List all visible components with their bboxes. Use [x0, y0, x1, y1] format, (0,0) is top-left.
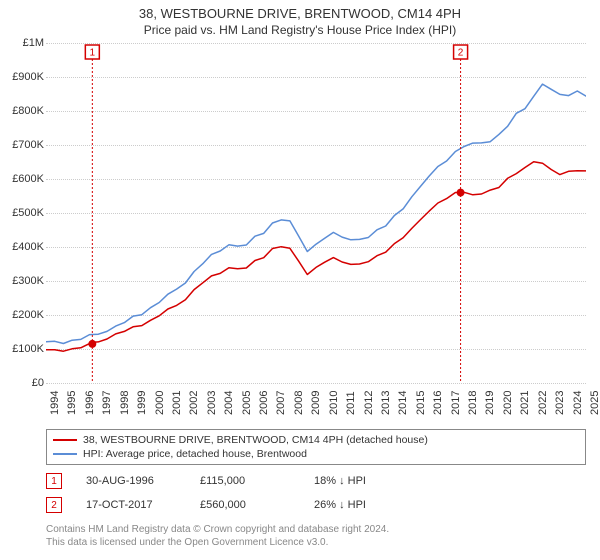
y-tick-label: £300K: [0, 275, 44, 287]
marker-price: £115,000: [200, 475, 290, 487]
x-tick-label: 2015: [415, 391, 427, 415]
chart-subtitle: Price paid vs. HM Land Registry's House …: [0, 23, 600, 37]
y-tick-label: £900K: [0, 71, 44, 83]
x-tick-label: 2017: [450, 391, 462, 415]
y-tick-label: £100K: [0, 343, 44, 355]
x-tick-label: 1994: [49, 391, 61, 415]
x-tick-label: 2021: [519, 391, 531, 415]
footer-line-2: This data is licensed under the Open Gov…: [46, 536, 586, 549]
legend-swatch: [53, 439, 77, 441]
x-tick-label: 2024: [572, 391, 584, 415]
marker-table-row: 2 17-OCT-2017 £560,000 26% ↓ HPI: [46, 493, 586, 517]
x-tick-label: 2025: [589, 391, 600, 415]
x-tick-label: 1996: [84, 391, 96, 415]
y-tick-label: £800K: [0, 105, 44, 117]
x-tick-label: 2013: [380, 391, 392, 415]
x-tick-label: 1997: [101, 391, 113, 415]
y-axis: £0£100K£200K£300K£400K£500K£600K£700K£80…: [0, 43, 46, 383]
series-line-price_paid: [46, 162, 586, 352]
plot-svg: 12: [46, 43, 586, 383]
y-tick-label: £700K: [0, 139, 44, 151]
x-tick-label: 2003: [206, 391, 218, 415]
marker-date: 30-AUG-1996: [86, 475, 176, 487]
x-tick-label: 2019: [484, 391, 496, 415]
y-tick-label: £200K: [0, 309, 44, 321]
y-tick-label: £500K: [0, 207, 44, 219]
x-tick-label: 2014: [397, 391, 409, 415]
x-tick-label: 2008: [293, 391, 305, 415]
marker-table-row: 1 30-AUG-1996 £115,000 18% ↓ HPI: [46, 469, 586, 493]
y-tick-label: £0: [0, 377, 44, 389]
marker-dot: [88, 340, 96, 348]
marker-table: 1 30-AUG-1996 £115,000 18% ↓ HPI 2 17-OCT-201…: [46, 469, 586, 517]
x-tick-label: 2020: [502, 391, 514, 415]
x-tick-label: 2007: [275, 391, 287, 415]
x-tick-label: 2022: [537, 391, 549, 415]
legend-label: HPI: Average price, detached house, Bren…: [83, 448, 307, 460]
x-tick-label: 2004: [223, 391, 235, 415]
legend-swatch: [53, 453, 77, 455]
x-tick-label: 1998: [119, 391, 131, 415]
legend-row: HPI: Average price, detached house, Bren…: [53, 447, 579, 461]
marker-badge-number: 1: [90, 48, 96, 59]
x-tick-label: 2001: [171, 391, 183, 415]
marker-dot: [457, 189, 465, 197]
marker-date: 17-OCT-2017: [86, 499, 176, 511]
legend: 38, WESTBOURNE DRIVE, BRENTWOOD, CM14 4P…: [46, 429, 586, 465]
x-tick-label: 2012: [363, 391, 375, 415]
chart-title: 38, WESTBOURNE DRIVE, BRENTWOOD, CM14 4P…: [0, 6, 600, 21]
x-tick-label: 2016: [432, 391, 444, 415]
x-tick-label: 2002: [188, 391, 200, 415]
series-line-hpi: [46, 84, 586, 343]
marker-table-badge: 1: [46, 473, 62, 489]
x-axis: 1994 1995 1996 1997 1998 1999 2000 2001 2002 2003…: [46, 383, 586, 423]
x-tick-label: 1999: [136, 391, 148, 415]
marker-table-badge: 2: [46, 497, 62, 513]
x-tick-label: 2011: [345, 391, 357, 415]
marker-delta: 18% ↓ HPI: [314, 475, 404, 487]
y-tick-label: £400K: [0, 241, 44, 253]
y-tick-label: £600K: [0, 173, 44, 185]
plot-area: 12: [46, 43, 586, 383]
x-tick-label: 2018: [467, 391, 479, 415]
x-tick-label: 2000: [154, 391, 166, 415]
y-tick-label: £1M: [0, 37, 44, 49]
x-tick-label: 2010: [328, 391, 340, 415]
chart-container: 38, WESTBOURNE DRIVE, BRENTWOOD, CM14 4P…: [0, 6, 600, 560]
x-tick-label: 1995: [66, 391, 78, 415]
x-tick-label: 2005: [241, 391, 253, 415]
footer-attribution: Contains HM Land Registry data © Crown c…: [46, 523, 586, 549]
x-tick-label: 2009: [310, 391, 322, 415]
legend-label: 38, WESTBOURNE DRIVE, BRENTWOOD, CM14 4P…: [83, 434, 428, 446]
marker-delta: 26% ↓ HPI: [314, 499, 404, 511]
x-tick-label: 2023: [554, 391, 566, 415]
legend-row: 38, WESTBOURNE DRIVE, BRENTWOOD, CM14 4P…: [53, 433, 579, 447]
marker-price: £560,000: [200, 499, 290, 511]
footer-line-1: Contains HM Land Registry data © Crown c…: [46, 523, 586, 536]
marker-badge-number: 2: [458, 48, 464, 59]
x-tick-label: 2006: [258, 391, 270, 415]
